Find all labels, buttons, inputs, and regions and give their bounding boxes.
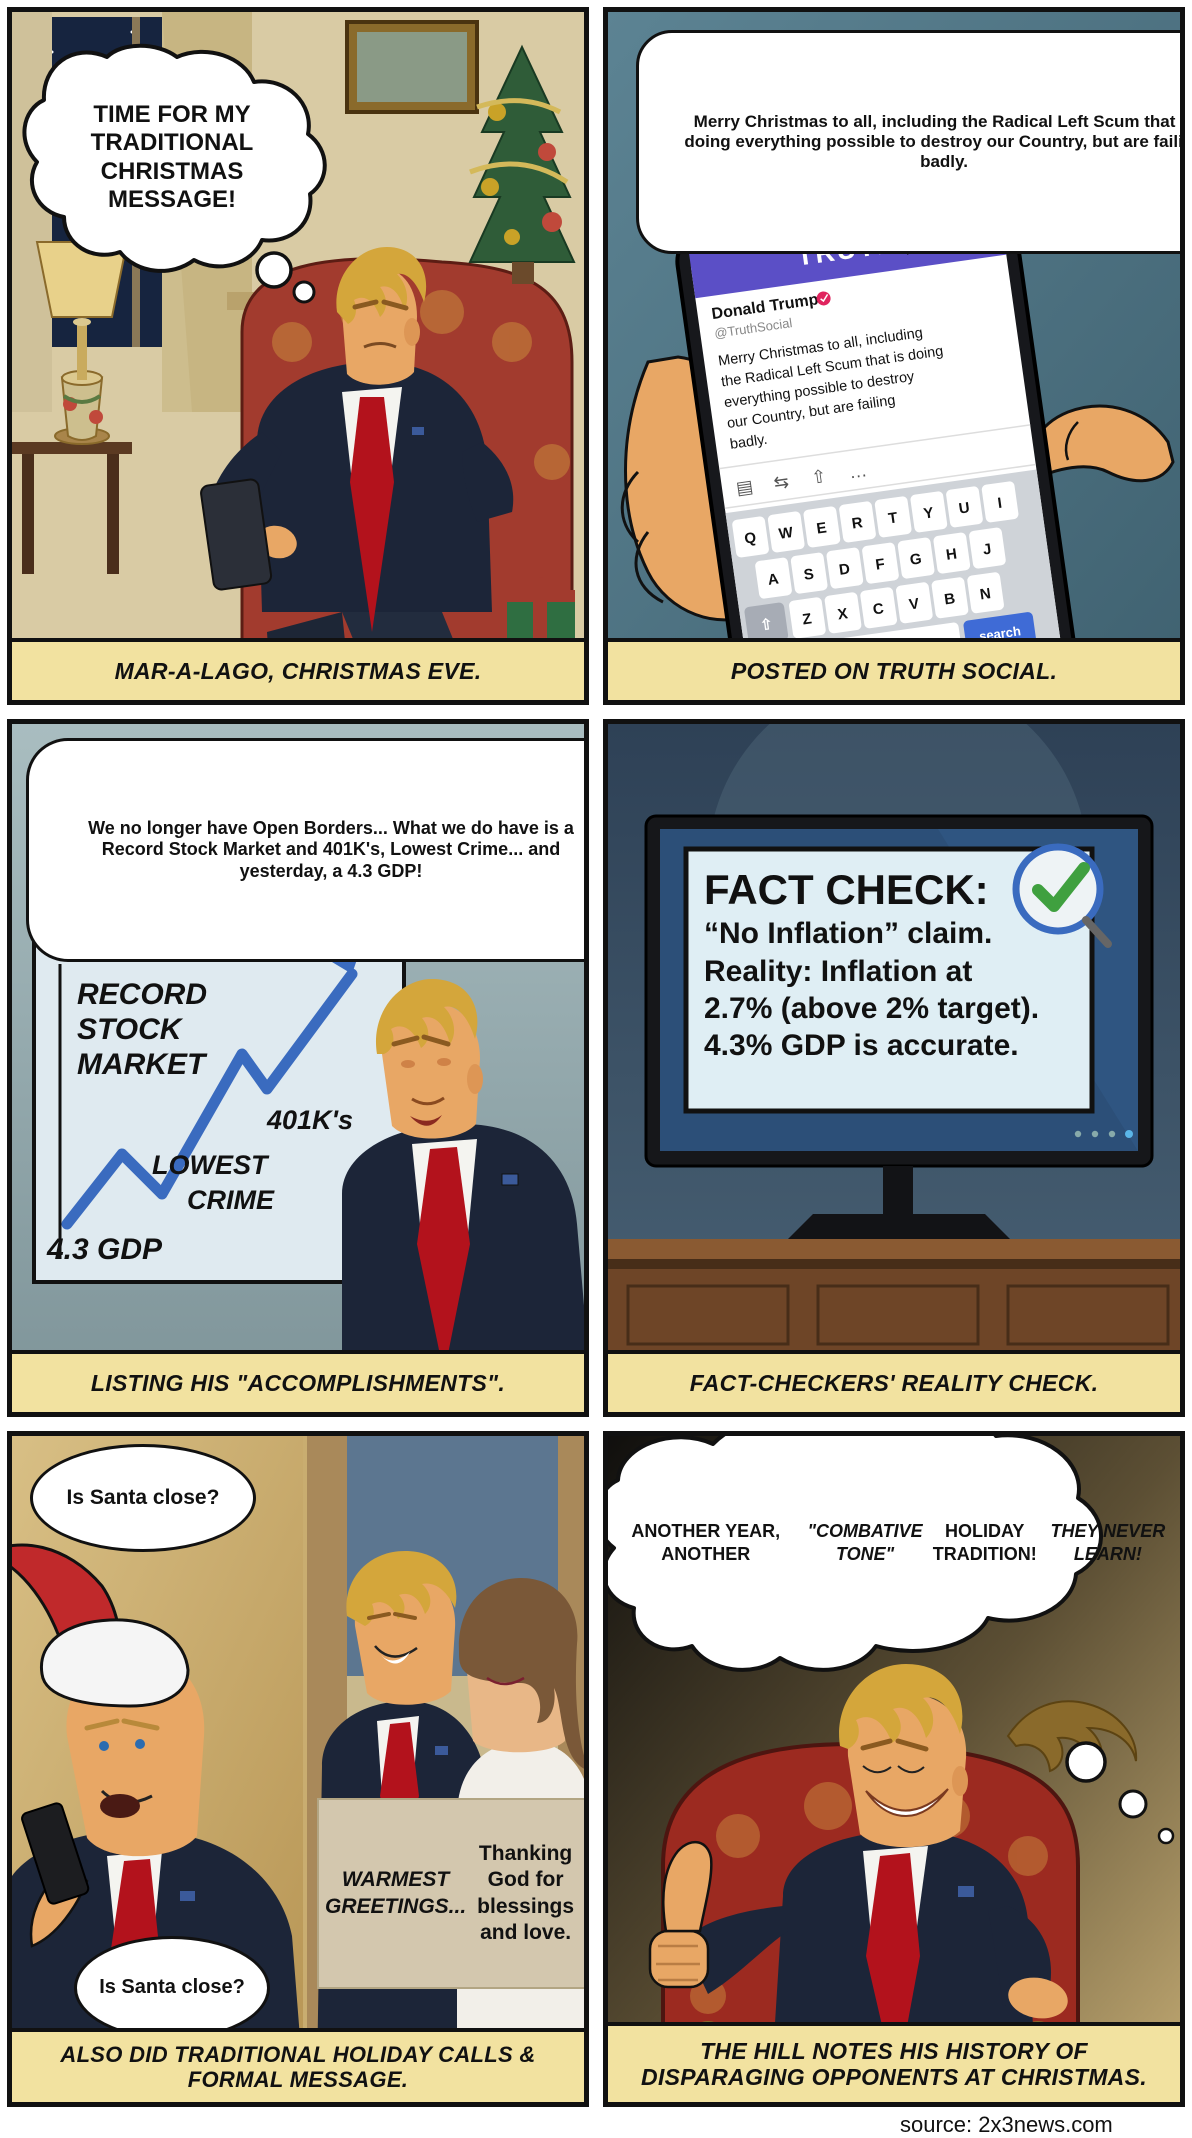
svg-text:2.7% (above 2% target).: 2.7% (above 2% target).: [704, 992, 1039, 1025]
svg-text:4.3% GDP is accurate.: 4.3% GDP is accurate.: [704, 1029, 1019, 1062]
svg-text:FACT CHECK:: FACT CHECK:: [704, 866, 989, 913]
svg-text:“No Inflation” claim.: “No Inflation” claim.: [704, 917, 992, 950]
svg-text:Reality: Inflation at: Reality: Inflation at: [704, 955, 972, 988]
